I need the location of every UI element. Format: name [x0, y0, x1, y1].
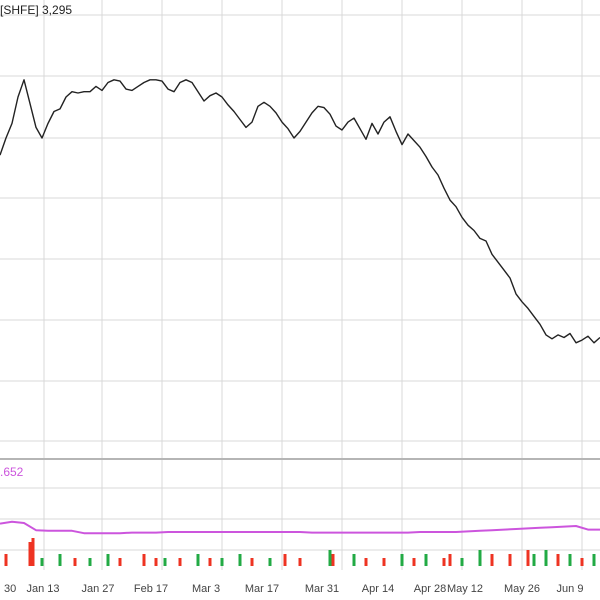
volume-bar [448, 554, 452, 566]
volume-bar [250, 558, 254, 566]
x-tick-label: Apr 14 [362, 583, 394, 595]
price-panel-title: [SHFE] 3,295 [0, 3, 72, 17]
x-tick-label: 30 [4, 583, 16, 595]
volume-bar [220, 558, 224, 566]
volume-bar [532, 554, 536, 566]
volume-bar [163, 558, 167, 566]
x-tick-label: Mar 31 [305, 583, 339, 595]
volume-bar [4, 554, 8, 566]
volume-bar [580, 558, 584, 566]
volume-bar [283, 554, 287, 566]
volume-bar [364, 558, 368, 566]
volume-bar [208, 558, 212, 566]
x-tick-label: Jan 13 [26, 583, 59, 595]
volume-bar [154, 558, 158, 566]
price-series-line [0, 79, 600, 344]
volume-bar [508, 554, 512, 566]
volume-bar [526, 550, 530, 566]
volume-bar [88, 558, 92, 566]
volume-bar [556, 554, 560, 566]
volume-bar [196, 554, 200, 566]
volume-bar [490, 554, 494, 566]
volume-bar [382, 558, 386, 566]
x-tick-label: Apr 28 [414, 583, 446, 595]
volume-bars [4, 538, 596, 566]
volume-bar [118, 558, 122, 566]
x-tick-label: Jun 9 [557, 583, 584, 595]
x-tick-label: May 26 [504, 583, 540, 595]
volume-bar [31, 538, 35, 566]
horizontal-gridlines [0, 14, 600, 551]
volume-bar [568, 554, 572, 566]
volume-bar [442, 558, 446, 566]
volume-bar [28, 542, 32, 566]
volume-bar [178, 558, 182, 566]
volume-bar [58, 554, 62, 566]
vertical-gridlines [43, 0, 583, 570]
volume-bar [352, 554, 356, 566]
volume-bar [400, 554, 404, 566]
volume-bar [238, 554, 242, 566]
x-tick-label: Mar 17 [245, 583, 279, 595]
volume-bar [298, 558, 302, 566]
volume-bar [328, 550, 332, 566]
volume-bar [331, 554, 335, 566]
x-tick-label: Feb 17 [134, 583, 168, 595]
volume-bar [412, 558, 416, 566]
volume-bar [73, 558, 77, 566]
volume-bar [424, 554, 428, 566]
volume-bar [268, 558, 272, 566]
x-tick-label: May 12 [447, 583, 483, 595]
open-interest-series-line [0, 520, 600, 535]
volume-bar [142, 554, 146, 566]
volume-bar [460, 558, 464, 566]
volume-bar [106, 554, 110, 566]
volume-bar [40, 558, 44, 566]
x-tick-label: Jan 27 [81, 583, 114, 595]
open-interest-label: .652 [0, 465, 24, 479]
volume-bar [478, 550, 482, 566]
x-axis-tick-labels: 30 Jan 13 Jan 27 Feb 17 Mar 3 Mar 17 Mar 31 Apr… [4, 583, 583, 595]
x-tick-label: Mar 3 [192, 583, 220, 595]
volume-bar [544, 550, 548, 566]
volume-bar [592, 554, 596, 566]
